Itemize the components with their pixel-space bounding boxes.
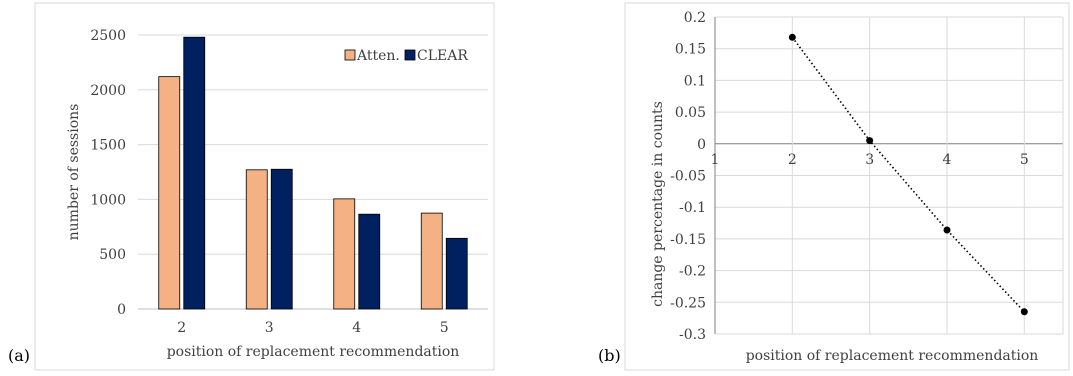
bar-atten-3 — [245, 169, 268, 310]
bar-clear-5 — [445, 237, 468, 310]
x-tick-label: 2 — [177, 320, 186, 336]
legend-label-atten: Atten. — [356, 48, 400, 64]
x-axis-title: position of replacement recommendation — [167, 344, 460, 360]
legend-swatch-clear — [404, 49, 416, 61]
legend-label-clear: CLEAR — [417, 48, 468, 64]
x-tick-label: 3 — [265, 320, 274, 336]
bar-atten-2 — [158, 76, 181, 310]
y-axis-title: number of sessions — [66, 104, 82, 241]
y-tick-label: 0 — [117, 302, 126, 318]
y-tick-label: 2000 — [90, 83, 126, 99]
x-tick-label: 4 — [352, 320, 361, 336]
bar-atten-4 — [333, 198, 356, 310]
bar-atten-5 — [420, 212, 443, 310]
legend-swatch-atten — [344, 49, 356, 61]
chart-a-frame — [34, 2, 495, 371]
panel-label-b: (b) — [598, 346, 621, 365]
panel-label-a: (a) — [8, 346, 31, 365]
bar-clear-3 — [270, 168, 293, 310]
y-tick-label: 2500 — [90, 28, 126, 44]
bar-clear-2 — [183, 36, 206, 310]
x-tick-label: 5 — [440, 320, 449, 336]
y-tick-label: 500 — [99, 247, 126, 263]
y-tick-label: 1500 — [90, 138, 126, 154]
bar-clear-4 — [358, 213, 381, 310]
y-tick-label: 1000 — [90, 192, 126, 208]
